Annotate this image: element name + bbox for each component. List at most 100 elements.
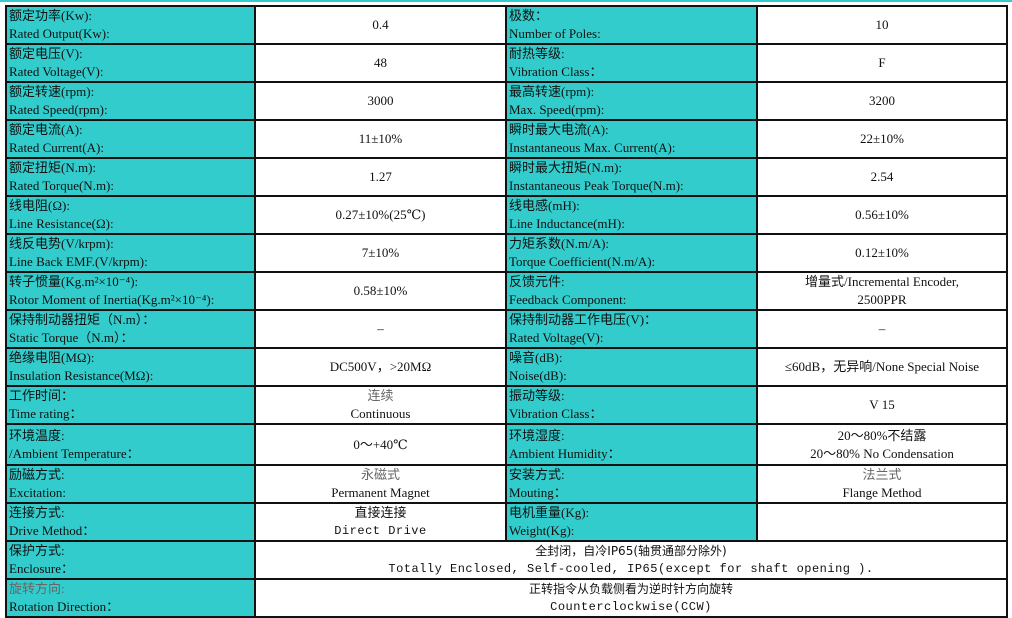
label-en: Rated Current(A): bbox=[9, 140, 104, 155]
spec-label: 电机重量(Kg): Weight(Kg): bbox=[505, 502, 758, 542]
label-cn: 振动等级: bbox=[509, 388, 565, 403]
spec-value: 0.12±10% bbox=[756, 233, 1008, 273]
value-line: Flange Method bbox=[842, 485, 922, 500]
label-en: Time rating： bbox=[9, 406, 83, 421]
spec-row: 绝缘电阻(MΩ): Insulation Resistance(MΩ): DC500… bbox=[5, 347, 1008, 387]
label-en: Static Torque（N.m）： bbox=[9, 330, 134, 345]
value-line: 1.27 bbox=[369, 169, 392, 184]
label-cn: 转子惯量(Kg.m²×10⁻⁴): bbox=[9, 274, 139, 289]
spec-label: 耐热等级: Vibration Class： bbox=[505, 43, 758, 83]
value-line: 正转指令从负载侧看为逆时针方向旋转 bbox=[528, 582, 733, 596]
label-en: Vibration Class： bbox=[509, 406, 603, 421]
spec-value: 直接连接 Direct Drive bbox=[254, 502, 507, 542]
value-line: 0.4 bbox=[372, 17, 389, 32]
spec-value: V 15 bbox=[756, 385, 1008, 425]
spec-label: 转子惯量(Kg.m²×10⁻⁴): Rotor Moment of Inertia… bbox=[5, 271, 256, 311]
value-line: 7±10% bbox=[361, 245, 400, 260]
label-cn: 线电阻(Ω): bbox=[9, 198, 70, 213]
spec-row: 额定电流(A): Rated Current(A): 11±10% 瞬时最大电流(A)… bbox=[5, 119, 1008, 159]
label-en: Feedback Component: bbox=[509, 292, 627, 307]
spec-label: 额定扭矩(N.m): Rated Torque(N.m): bbox=[5, 157, 256, 197]
spec-row: 额定电压(V): Rated Voltage(V): 48 耐热等级: Vibratio… bbox=[5, 43, 1008, 83]
label-cn: 瞬时最大电流(A): bbox=[509, 122, 609, 137]
spec-value: F bbox=[756, 43, 1008, 83]
value-line: 永磁式 bbox=[360, 467, 400, 482]
value-line: 连续 bbox=[367, 388, 394, 403]
spec-label: 额定电压(V): Rated Voltage(V): bbox=[5, 43, 256, 83]
label-en: Rated Speed(rpm): bbox=[9, 102, 108, 117]
label-cn: 保持制动器扭矩（N.m）： bbox=[9, 312, 156, 327]
label-en: Torque Coefficient(N.m/A): bbox=[509, 254, 656, 269]
spec-row: 转子惯量(Kg.m²×10⁻⁴): Rotor Moment of Inertia… bbox=[5, 271, 1008, 311]
value-line: – bbox=[377, 321, 384, 336]
spec-label: 工作时间： Time rating： bbox=[5, 385, 256, 425]
spec-label: 最高转速(rpm): Max. Speed(rpm): bbox=[505, 81, 758, 121]
spec-row: 旋转方向: Rotation Direction： 正转指令从负载侧看为逆时针方向旋… bbox=[5, 578, 1008, 618]
label-en: Vibration Class： bbox=[509, 64, 603, 79]
label-cn: 额定电压(V): bbox=[9, 46, 83, 61]
label-en: Instantaneous Max. Current(A): bbox=[509, 140, 676, 155]
label-cn: 电机重量(Kg): bbox=[509, 505, 590, 520]
label-en: Excitation: bbox=[9, 485, 67, 500]
spec-label: 励磁方式: Excitation: bbox=[5, 464, 256, 504]
spec-label: 力矩系数(N.m/A): Torque Coefficient(N.m/A): bbox=[505, 233, 758, 273]
spec-value: 0.27±10%(25℃) bbox=[254, 195, 507, 235]
spec-label: 反馈元件: Feedback Component: bbox=[505, 271, 758, 311]
spec-row: 环境温度: /Ambient Temperature： 0～+40℃ 环境湿度: Amb… bbox=[5, 423, 1008, 466]
label-en: Mouting： bbox=[509, 485, 567, 500]
spec-value: 增量式/Incremental Encoder, 2500PPR bbox=[756, 271, 1008, 311]
spec-row: 额定扭矩(N.m): Rated Torque(N.m): 1.27 瞬时最大扭矩(N… bbox=[5, 157, 1008, 197]
value-line: 3200 bbox=[869, 93, 895, 108]
value-line: V 15 bbox=[869, 397, 895, 412]
label-en: /Ambient Temperature： bbox=[9, 445, 140, 461]
value-line: 法兰式 bbox=[862, 467, 902, 482]
value-line: – bbox=[878, 321, 886, 336]
label-cn: 额定功率(Kw): bbox=[9, 8, 93, 23]
spec-value-merged: 全封闭，自冷IP65(轴贯通部分除外) Totally Enclosed, Sel… bbox=[254, 540, 1008, 580]
label-cn: 极数： bbox=[509, 8, 549, 23]
value-line: Totally Enclosed, Self-cooled, IP65(exce… bbox=[388, 562, 874, 576]
spec-label: 额定转速(rpm): Rated Speed(rpm): bbox=[5, 81, 256, 121]
spec-label: 环境湿度: Ambient Humidity： bbox=[505, 423, 758, 466]
label-cn: 耐热等级: bbox=[509, 46, 565, 61]
spec-label: 噪音(dB): Noise(dB): bbox=[505, 347, 758, 387]
spec-row: 线反电势(V/krpm): Line Back EMF.(V/krpm): 7±10… bbox=[5, 233, 1008, 273]
spec-value: 7±10% bbox=[254, 233, 507, 273]
spec-value: 连续 Continuous bbox=[254, 385, 507, 425]
value-line: Counterclockwise(CCW) bbox=[550, 600, 712, 614]
label-cn: 旋转方向: bbox=[9, 581, 65, 596]
value-line: 全封闭，自冷IP65(轴贯通部分除外) bbox=[535, 544, 727, 558]
value-line: 20～80% No Condensation bbox=[810, 445, 954, 461]
label-cn: 保持制动器工作电压(V)： bbox=[509, 312, 658, 327]
value-line: 0.27±10%(25℃) bbox=[335, 207, 426, 222]
label-cn: 线电感(mH): bbox=[509, 198, 580, 213]
spec-label: 额定功率(Kw): Rated Output(Kw): bbox=[5, 5, 256, 45]
label-en: Rated Torque(N.m): bbox=[9, 178, 114, 193]
spec-label: 瞬时最大电流(A): Instantaneous Max. Current(A): bbox=[505, 119, 758, 159]
spec-row: 工作时间： Time rating： 连续 Continuous 振动等级: Vibrat… bbox=[5, 385, 1008, 425]
label-cn: 反馈元件: bbox=[509, 274, 565, 289]
spec-label: 瞬时最大扭矩(N.m): Instantaneous Peak Torque(N.… bbox=[505, 157, 758, 197]
label-cn: 工作时间： bbox=[9, 388, 75, 403]
label-en: Rated Output(Kw): bbox=[9, 26, 110, 41]
spec-row: 连接方式: Drive Method： 直接连接 Direct Drive 电机重量(K… bbox=[5, 502, 1008, 542]
spec-label: 极数： Number of Poles: bbox=[505, 5, 758, 45]
top-border-line bbox=[0, 0, 1012, 2]
label-en: Weight(Kg): bbox=[509, 523, 575, 538]
spec-value-merged: 正转指令从负载侧看为逆时针方向旋转 Counterclockwise(CCW) bbox=[254, 578, 1008, 618]
label-en: Line Resistance(Ω): bbox=[9, 216, 114, 231]
label-en: Insulation Resistance(MΩ): bbox=[9, 368, 154, 383]
label-cn: 瞬时最大扭矩(N.m): bbox=[509, 160, 623, 175]
label-en: Rotation Direction： bbox=[9, 599, 120, 614]
spec-value: 2.54 bbox=[756, 157, 1008, 197]
label-cn: 线反电势(V/krpm): bbox=[9, 236, 114, 251]
spec-value: 10 bbox=[756, 5, 1008, 45]
label-cn: 额定扭矩(N.m): bbox=[9, 160, 97, 175]
spec-label: 环境温度: /Ambient Temperature： bbox=[5, 423, 256, 466]
spec-label: 线电感(mH): Line Inductance(mH): bbox=[505, 195, 758, 235]
spec-value: – bbox=[756, 309, 1008, 349]
label-en: Rated Voltage(V): bbox=[9, 64, 104, 79]
value-line: ≤60dB，无异响/None Special Noise bbox=[784, 359, 980, 374]
label-en: Drive Method： bbox=[9, 523, 96, 538]
label-en: Max. Speed(rpm): bbox=[509, 102, 605, 117]
